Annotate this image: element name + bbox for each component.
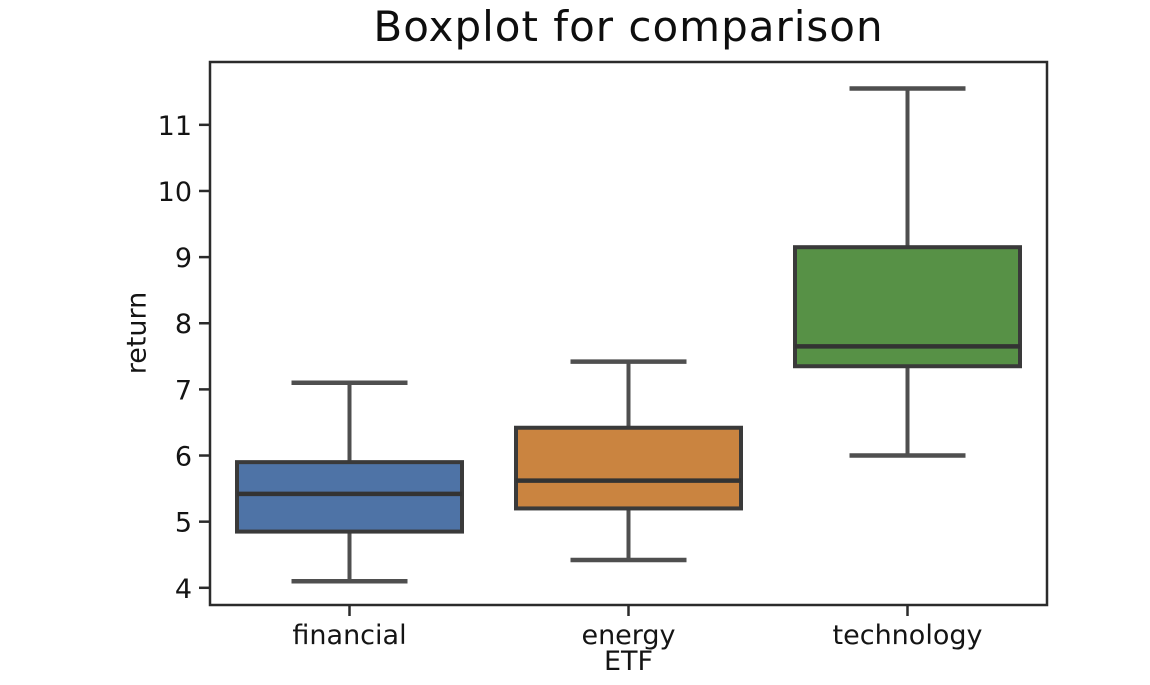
x-tick-label: technology <box>833 620 983 651</box>
x-axis-label: ETF <box>603 646 654 677</box>
y-tick-label: 4 <box>175 574 192 605</box>
chart-title: Boxplot for comparison <box>373 2 884 51</box>
y-tick-label: 8 <box>175 309 192 340</box>
x-tick-label: financial <box>292 620 406 651</box>
y-tick-label: 6 <box>175 442 192 473</box>
box-financial <box>235 460 464 534</box>
y-tick-label: 11 <box>158 111 192 142</box>
y-tick-label: 7 <box>175 375 192 406</box>
x-tick-label: energy <box>581 620 675 651</box>
y-tick-label: 10 <box>158 177 192 208</box>
y-tick-label: 5 <box>175 508 192 539</box>
y-tick-label: 9 <box>175 243 192 274</box>
box-energy <box>514 425 743 511</box>
